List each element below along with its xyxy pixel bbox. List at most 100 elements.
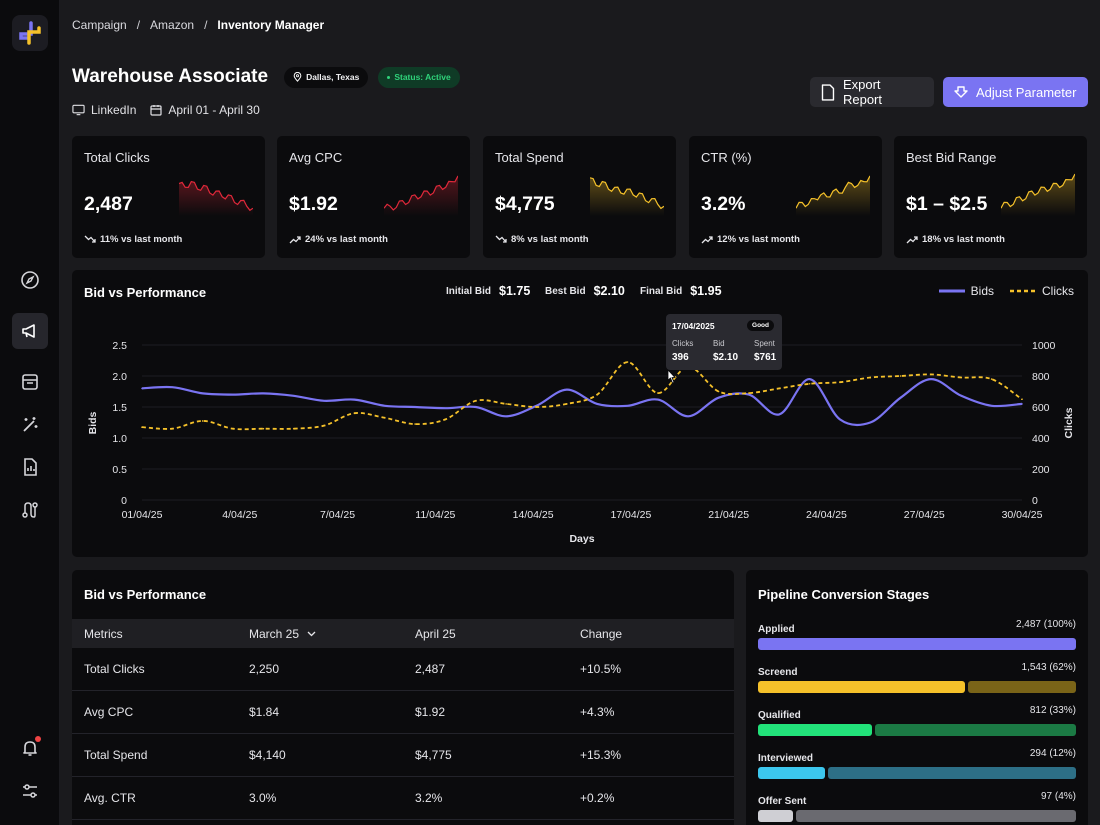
column-header-april: April 25 [415,626,456,641]
breadcrumb-separator: / [136,18,141,32]
sparkline-line [796,175,870,209]
nav-settings[interactable] [12,773,48,809]
tooltip-bid-label: Bid [713,339,725,348]
pointer-cursor-icon [667,368,676,384]
chart-title: Bid vs Performance [84,285,207,300]
y-tick-label: 0.5 [112,464,127,476]
final-bid-label: Final Bid [640,285,683,297]
bids-point [657,398,659,401]
stage-count: 294 (12%) [1029,748,1076,759]
kpi-sparkline [384,175,458,216]
bids-point [141,387,143,390]
kpi-change: 8% vs last month [495,234,589,245]
table-cell: +0.2% [580,791,615,805]
sliders-icon [23,784,37,798]
pipeline-stage[interactable]: Applied 2,487 (100%) [758,619,1076,653]
export-report-button[interactable]: Export Report [810,77,934,107]
table-cell: Total Clicks [84,662,145,676]
bids-point [566,388,568,391]
initial-bid-value: $1.75 [499,284,531,298]
report-icon [24,458,37,476]
location-text: Dallas, Texas [306,72,360,82]
adjust-parameter-button[interactable]: Adjust Parameter [943,77,1088,107]
y-tick-label: 1.0 [112,433,127,445]
clicks-point [383,417,386,419]
comparison-table-card: Bid vs Performance Metrics March 25 Apri… [72,570,734,825]
magic-wand-icon [23,417,38,432]
main-content: Campaign / Amazon / Inventory Manager Wa… [60,0,1100,825]
breadcrumb-amazon[interactable]: Amazon [150,18,195,32]
kpi-value: $1 – $2.5 [906,193,988,215]
pipeline-stage[interactable]: Interviewed 294 (12%) [758,748,1076,782]
nav-inbox[interactable] [12,364,48,400]
tooltip-date: 17/04/2025 [672,321,715,331]
source-meta: LinkedIn [72,103,136,117]
app-logo[interactable] [12,15,48,51]
kpi-sparkline [590,177,664,216]
table-row[interactable]: Avg. CTR 3.0% 3.2% +0.2% [72,777,734,820]
pipeline-stage[interactable]: Offer Sent 97 (4%) [758,791,1076,825]
legend-clicks[interactable]: Clicks [1010,284,1074,298]
adjust-parameter-label: Adjust Parameter [976,84,1077,100]
sparkline-line [179,180,253,212]
legend-bids[interactable]: Bids [938,284,994,298]
kpi-label: Total Spend [495,150,564,165]
x-tick-label: 11/04/25 [415,509,455,521]
kpi-card[interactable]: Total Spend $4,775 8% vs last month [483,136,676,258]
trend-down-icon [495,235,507,243]
stage-label: Qualified [758,710,801,721]
table-row[interactable]: Total Spend $4,140 $4,775 +15.3% [72,734,734,777]
kpi-card[interactable]: Total Clicks 2,487 11% vs last month [72,136,265,258]
table-cell: 2,250 [249,662,280,676]
column-header-march[interactable]: March 25 [249,627,316,641]
initial-bid-info: Initial Bid $1.75 [446,284,530,298]
tooltip-clicks-label: Clicks [672,339,694,348]
nav-reports[interactable] [12,449,48,485]
kpi-card[interactable]: Best Bid Range $1 – $2.5 18% vs last month [894,136,1087,258]
monitor-icon [72,104,85,116]
kpi-sparkline [796,175,870,216]
nav-routes[interactable] [12,492,48,528]
table-cell: $1.92 [415,705,446,719]
table-row[interactable]: Avg CPC $1.84 $1.92 +4.3% [72,691,734,734]
nav-magic[interactable] [12,407,48,443]
table-cell: +10.5% [580,662,622,676]
clicks-point [596,393,598,396]
table-row[interactable]: Total Clicks 2,250 2,487 +10.5% [72,648,734,691]
clicks-point [323,424,325,427]
clicks-point [1021,398,1023,401]
bids-point [960,395,963,397]
bid-performance-chart[interactable]: 0 0.5 1.0 1.5 2.0 2.5 0 200 400 600 800 1000 01/04/2… [72,270,1088,557]
pipeline-stage[interactable]: Screend 1,543 (62%) [758,662,1076,696]
bids-point [990,404,993,407]
page-title: Warehouse Associate [72,66,269,87]
pipeline-stage[interactable]: Qualified 812 (33%) [758,705,1076,739]
source-text: LinkedIn [91,103,137,117]
clicks-point [232,427,234,430]
stage-progress-remainder [968,681,1076,693]
kpi-sparkline [179,180,253,216]
bids-point [474,406,477,408]
sidebar [0,0,60,825]
bids-point [596,403,598,405]
kpi-value: 2,487 [84,193,133,215]
megaphone-icon [22,324,35,338]
nav-campaigns[interactable] [12,313,48,349]
kpi-label: Avg CPC [289,150,343,165]
stage-count: 1,543 (62%) [1021,662,1076,673]
kpi-card[interactable]: Avg CPC $1.92 24% vs last month [277,136,470,258]
column-header-march-label: March 25 [249,626,300,641]
nav-explore[interactable] [12,262,48,298]
kpi-label: Total Clicks [84,150,150,165]
breadcrumb-campaign[interactable]: Campaign [72,18,127,32]
clicks-point [141,426,143,428]
bids-point [1021,403,1023,405]
stage-label: Screend [758,667,798,678]
location-badge: Dallas, Texas [284,66,369,88]
kpi-card[interactable]: CTR (%) 3.2% 12% vs last month [689,136,882,258]
document-icon [821,83,835,101]
kpi-change: 24% vs last month [289,234,388,245]
nav-notifications[interactable] [12,730,48,766]
clicks-point [808,382,811,385]
tooltip-bid: Bid $2.10 [713,339,738,363]
